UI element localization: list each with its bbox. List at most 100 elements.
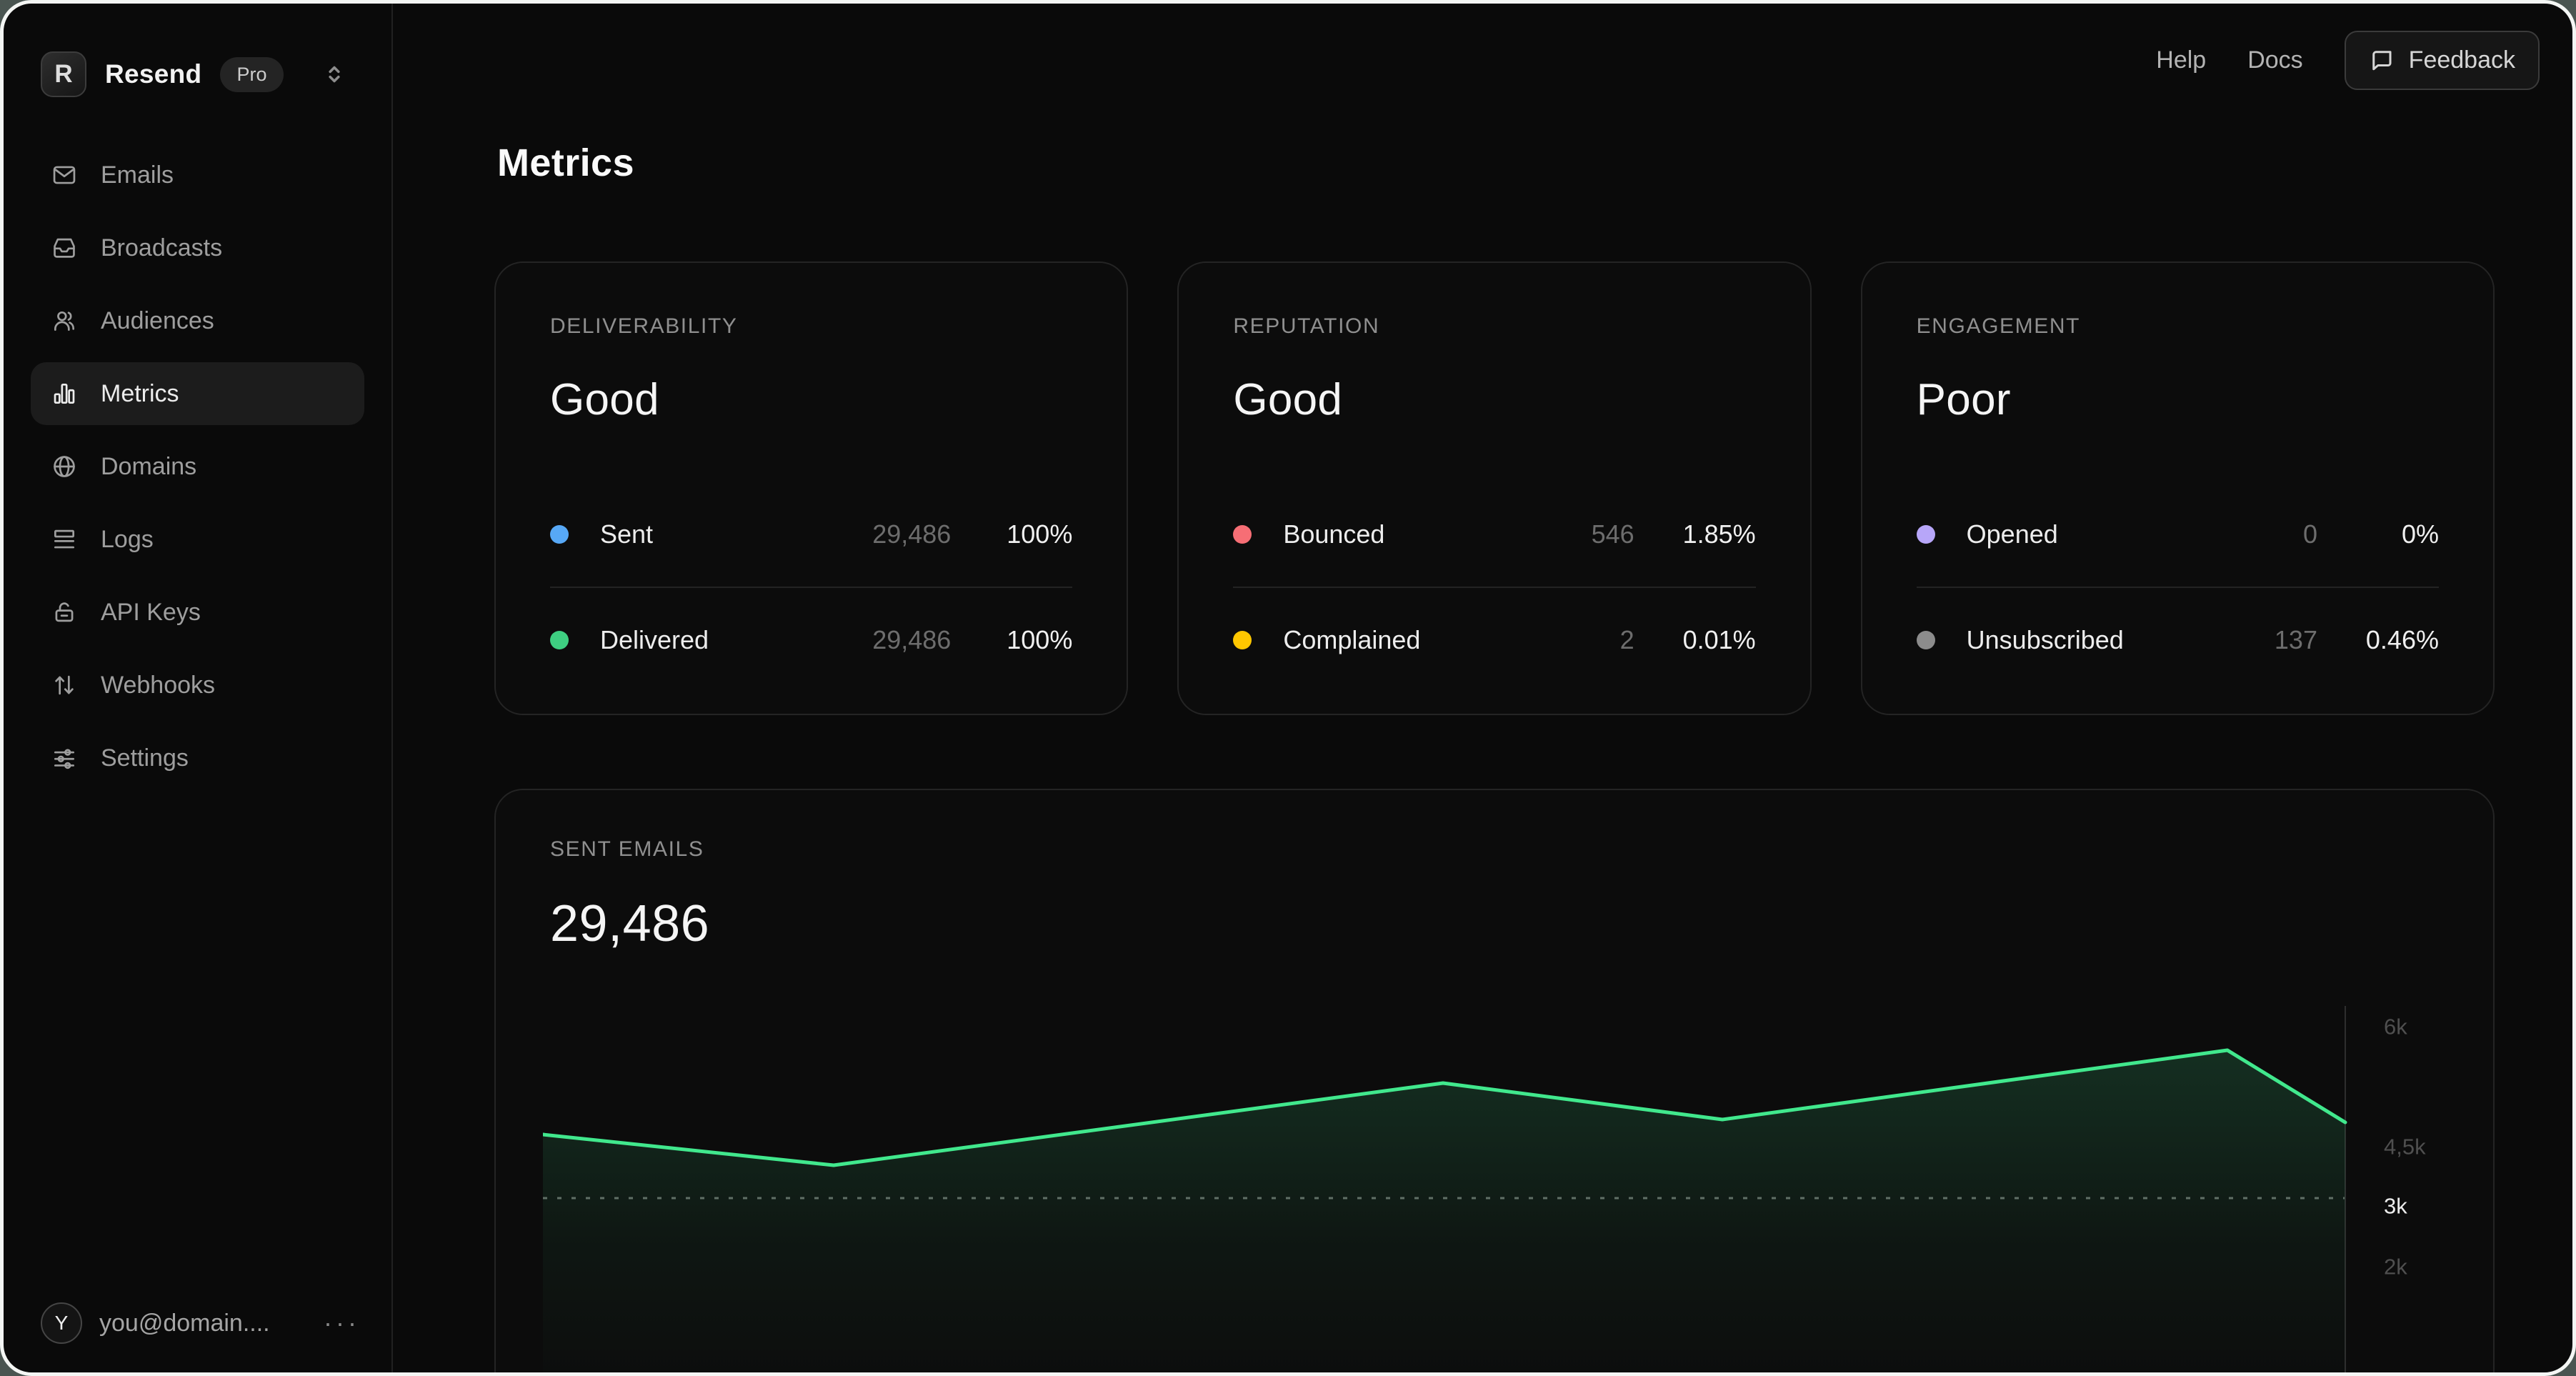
sidebar-item-label: Settings (101, 744, 189, 772)
user-menu-button[interactable]: ··· (324, 1308, 360, 1337)
sidebar-item-settings[interactable]: Settings (31, 727, 364, 789)
svg-text:6k: 6k (2384, 1014, 2407, 1040)
card-label: DELIVERABILITY (550, 314, 738, 338)
bounced-dot (1233, 525, 1252, 544)
metric-value: 0 (2302, 519, 2317, 549)
sidebar-item-label: Broadcasts (101, 234, 223, 261)
sent-dot (550, 525, 569, 544)
metric-row-opened: Opened 0 0% (1916, 495, 2439, 574)
card-rows: Bounced 546 1.85% Complained 2 0.01% (1233, 495, 1756, 679)
metric-label: Opened (1966, 519, 2058, 549)
sidebar-item-label: Emails (101, 161, 174, 189)
delivered-dot (550, 631, 569, 649)
sidebar-item-label: Metrics (101, 379, 179, 407)
sent-emails-card: SENT EMAILS 29,486 6k 4,5k 3k 2k (494, 789, 2495, 1372)
sidebar-item-webhooks[interactable]: Webhooks (31, 654, 364, 717)
workspace-header[interactable]: R Resend Pro (4, 4, 391, 114)
sidebar-item-broadcasts[interactable]: Broadcasts (31, 216, 364, 279)
docs-link[interactable]: Docs (2247, 46, 2303, 74)
reputation-status: Good (1233, 375, 1343, 424)
svg-text:4,5k: 4,5k (2384, 1135, 2426, 1160)
metric-label: Sent (600, 519, 654, 549)
complained-dot (1233, 631, 1252, 649)
metric-percent: 100% (1007, 519, 1073, 549)
metric-row-delivered: Delivered 29,486 100% (550, 601, 1072, 679)
chevron-up-down-icon (329, 66, 340, 83)
sidebar-item-label: Webhooks (101, 671, 216, 699)
unsubscribed-dot (1916, 631, 1935, 649)
engagement-status: Poor (1916, 375, 2011, 424)
metric-row-complained: Complained 2 0.01% (1233, 601, 1756, 679)
deliverability-card: DELIVERABILITY Good Sent 29,486 100% Del… (494, 261, 1129, 715)
workspace-name: Resend (105, 59, 202, 89)
metric-row-sent: Sent 29,486 100% (550, 495, 1072, 574)
resend-logo: R (41, 51, 86, 97)
sent-emails-chart: 6k 4,5k 3k 2k (543, 1006, 2426, 1372)
metric-percent: 0.01% (1682, 625, 1756, 654)
sent-emails-chart-area: 6k 4,5k 3k 2k (543, 1000, 2502, 1372)
metric-value: 546 (1591, 519, 1634, 549)
main-content: Metrics DELIVERABILITY Good Sent 29,486 … (393, 4, 2572, 1372)
sidebar-item-logs[interactable]: Logs (31, 508, 364, 571)
sidebar-item-domains[interactable]: Domains (31, 435, 364, 498)
sidebar-item-label: Domains (101, 452, 197, 480)
svg-text:3k: 3k (2384, 1194, 2407, 1219)
user-account-row[interactable]: Y you@domain.... ··· (4, 1302, 391, 1372)
sidebar-item-emails[interactable]: Emails (31, 144, 364, 206)
sidebar-item-label: API Keys (101, 598, 201, 626)
metric-value: 29,486 (872, 625, 952, 654)
summary-cards-row: DELIVERABILITY Good Sent 29,486 100% Del… (494, 261, 2495, 715)
resend-logo-letter: R (54, 60, 73, 88)
sidebar-nav: Emails Broadcasts Audiences Metrics Doma… (4, 114, 391, 1302)
row-divider (1233, 587, 1756, 588)
sent-emails-label: SENT EMAILS (550, 837, 704, 861)
metric-value: 29,486 (872, 519, 952, 549)
avatar-initial: Y (54, 1312, 69, 1334)
sidebar-item-label: Audiences (101, 306, 214, 334)
row-divider (1916, 587, 2439, 588)
chat-bubble-icon (2372, 51, 2392, 71)
workspace-switcher-button[interactable] (320, 60, 349, 89)
page-title: Metrics (497, 141, 634, 184)
plan-badge: Pro (220, 56, 284, 92)
card-rows: Sent 29,486 100% Delivered 29,486 100% (550, 495, 1073, 679)
sliders-icon (54, 749, 75, 769)
globe-icon (54, 456, 75, 477)
card-label: ENGAGEMENT (1916, 314, 2081, 338)
metric-value: 137 (2274, 625, 2317, 654)
inbox-icon (54, 238, 75, 258)
sidebar-item-audiences[interactable]: Audiences (31, 289, 364, 352)
metric-label: Unsubscribed (1966, 625, 2124, 654)
user-email: you@domain.... (99, 1309, 270, 1337)
lock-icon (55, 602, 74, 622)
feedback-button[interactable]: Feedback (2344, 30, 2540, 90)
metric-row-bounced: Bounced 546 1.85% (1233, 495, 1756, 574)
card-label: REPUTATION (1233, 314, 1380, 338)
row-divider (550, 587, 1073, 588)
envelope-icon (53, 166, 76, 184)
metric-value: 2 (1619, 625, 1634, 654)
topbar: Help Docs Feedback (393, 4, 2572, 116)
metric-label: Bounced (1283, 519, 1385, 549)
metric-percent: 0.46% (2365, 625, 2439, 654)
metric-percent: 0% (2401, 519, 2439, 549)
avatar: Y (41, 1302, 82, 1344)
metric-percent: 100% (1007, 625, 1073, 654)
sidebar-item-label: Logs (101, 525, 154, 553)
metric-label: Complained (1283, 625, 1421, 654)
deliverability-status: Good (550, 375, 659, 424)
arrows-up-down-icon (55, 675, 74, 695)
feedback-button-label: Feedback (2408, 46, 2515, 74)
svg-text:2k: 2k (2384, 1255, 2407, 1280)
bar-chart-icon (54, 383, 75, 404)
sent-emails-total: 29,486 (550, 895, 710, 952)
sidebar-item-metrics[interactable]: Metrics (31, 362, 364, 425)
opened-dot (1916, 525, 1935, 544)
card-rows: Opened 0 0% Unsubscribed 137 0.46% (1916, 495, 2439, 679)
sidebar-item-api-keys[interactable]: API Keys (31, 581, 364, 644)
reputation-card: REPUTATION Good Bounced 546 1.85% Compla… (1177, 261, 1812, 715)
help-link[interactable]: Help (2156, 46, 2207, 74)
sidebar: R Resend Pro Emails Broadcasts Audiences (4, 4, 393, 1372)
metric-label: Delivered (600, 625, 709, 654)
